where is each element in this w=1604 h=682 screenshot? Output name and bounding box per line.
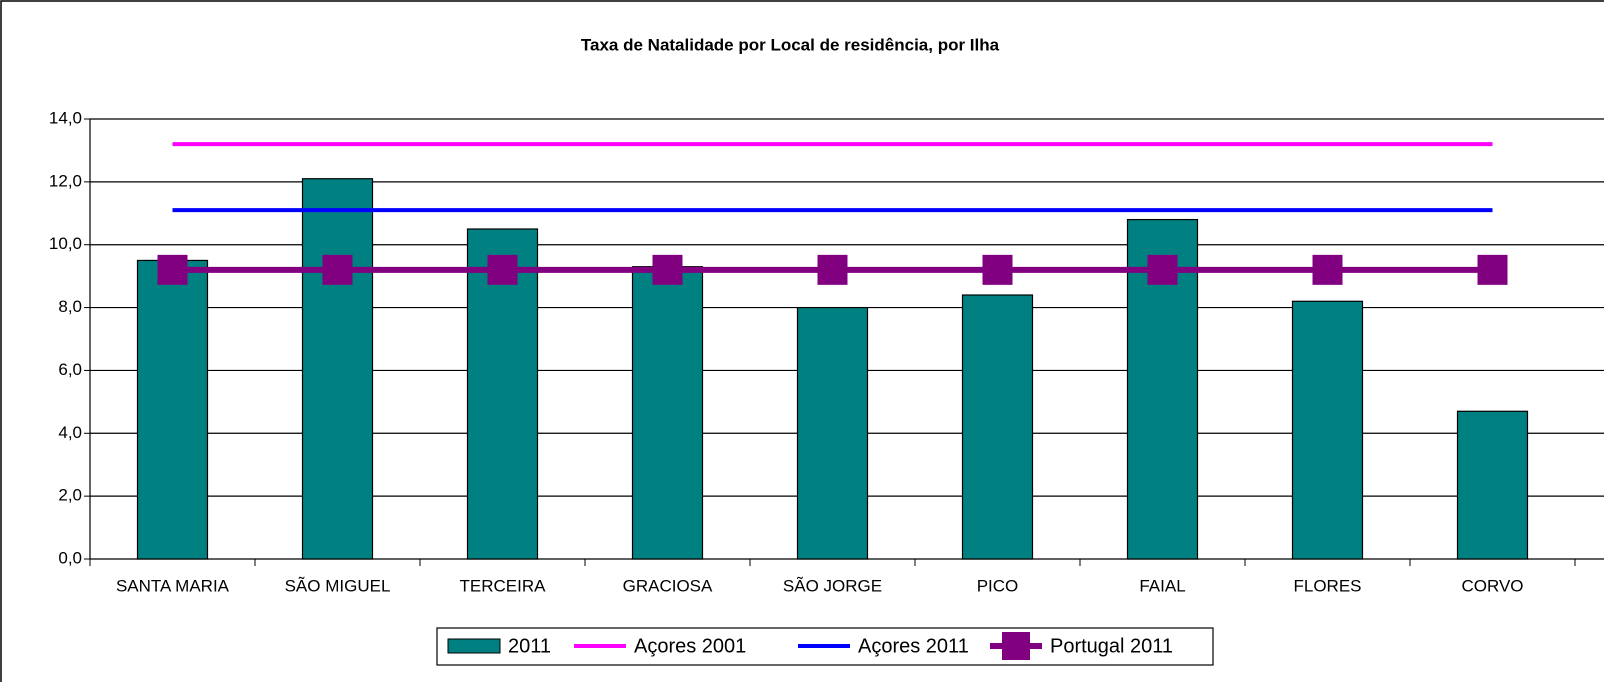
bar — [796, 306, 869, 560]
x-tick-label: GRACIOSA — [623, 576, 713, 595]
bar — [1291, 300, 1364, 560]
marker — [487, 254, 518, 285]
marker — [1147, 254, 1178, 285]
bar — [631, 266, 704, 560]
marker — [1312, 254, 1343, 285]
marker — [652, 254, 683, 285]
legend-marker — [1002, 632, 1030, 660]
y-tick-label: 6,0 — [58, 360, 82, 379]
y-tick-label: 4,0 — [58, 423, 82, 442]
x-tick-label: FAIAL — [1139, 576, 1185, 595]
marker — [817, 254, 848, 285]
chart-title: Taxa de Natalidade por Local de residênc… — [581, 35, 1000, 54]
x-tick-label: SÃO MIGUEL — [285, 576, 391, 595]
legend-swatch — [447, 638, 501, 654]
y-tick-label: 10,0 — [49, 234, 82, 253]
x-tick-label: TERCEIRA — [460, 576, 547, 595]
bar — [1456, 410, 1529, 560]
x-tick-label: SANTA MARIA — [116, 576, 230, 595]
y-tick-label: 2,0 — [58, 486, 82, 505]
marker — [322, 254, 353, 285]
x-tick-label: PICO — [977, 576, 1019, 595]
legend-label: Açores 2001 — [634, 635, 746, 657]
x-tick-label: CORVO — [1461, 576, 1523, 595]
bar — [961, 294, 1034, 560]
x-tick-label: SÃO JORGE — [783, 576, 882, 595]
y-tick-label: 14,0 — [49, 108, 82, 127]
legend-label: Portugal 2011 — [1050, 635, 1173, 657]
marker — [157, 254, 188, 285]
legend-label: 2011 — [508, 635, 551, 657]
legend-label: Açores 2011 — [858, 635, 969, 657]
y-tick-label: 0,0 — [58, 548, 82, 567]
marker — [1477, 254, 1508, 285]
x-tick-label: FLORES — [1293, 576, 1361, 595]
y-tick-label: 12,0 — [49, 171, 82, 190]
y-tick-label: 8,0 — [58, 297, 82, 316]
marker — [982, 254, 1013, 285]
bar — [301, 178, 374, 560]
bar — [136, 259, 209, 560]
